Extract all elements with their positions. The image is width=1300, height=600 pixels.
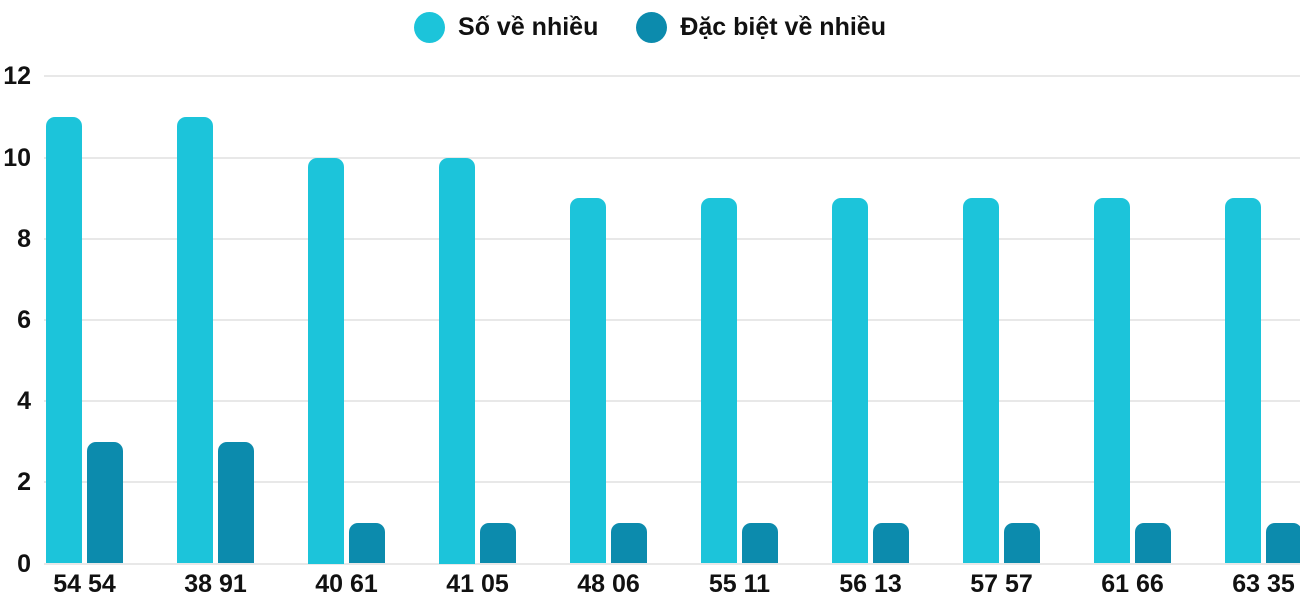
- y-axis-tick-label: 0: [17, 549, 31, 578]
- legend-label: Số về nhiều: [458, 12, 599, 41]
- x-axis-tick-label: 56 13: [839, 570, 902, 598]
- gridline: [44, 156, 1300, 159]
- bar-series1-group7[interactable]: [831, 198, 868, 564]
- bar-series2-group9[interactable]: [1134, 522, 1171, 564]
- bar-series1-group9[interactable]: [1093, 198, 1130, 564]
- gridline: [44, 318, 1300, 321]
- bar-series2-group7[interactable]: [872, 522, 909, 564]
- bar-series1-group2[interactable]: [176, 116, 213, 564]
- bar-series1-group1[interactable]: [45, 116, 82, 564]
- x-axis-tick-label: 61 66: [1101, 570, 1164, 598]
- bar-series2-group6[interactable]: [741, 522, 778, 564]
- y-axis-tick-label: 2: [17, 468, 31, 497]
- bar-series1-group6[interactable]: [700, 198, 737, 564]
- legend-dot-icon: [414, 11, 446, 43]
- x-axis-tick-label: 41 05: [446, 570, 509, 598]
- bar-series2-group2[interactable]: [217, 441, 254, 564]
- x-axis-tick-label: 40 61: [315, 570, 378, 598]
- bar-series2-group8[interactable]: [1003, 522, 1040, 564]
- bar-series2-group10[interactable]: [1265, 522, 1300, 564]
- x-axis-tick-label: 48 06: [577, 570, 640, 598]
- x-axis-tick-label: 57 57: [970, 570, 1033, 598]
- gridline: [44, 562, 1300, 565]
- gridline: [44, 237, 1300, 240]
- legend: Số về nhiều Đặc biệt về nhiều: [0, 9, 1300, 45]
- bar-series2-group3[interactable]: [348, 522, 385, 564]
- y-axis-tick-label: 12: [3, 62, 31, 91]
- bar-series1-group5[interactable]: [569, 198, 606, 564]
- y-axis-tick-label: 6: [17, 305, 31, 334]
- x-axis-tick-label: 54 54: [53, 570, 116, 598]
- bar-series2-group4[interactable]: [479, 522, 516, 564]
- gridline: [44, 481, 1300, 484]
- legend-item-so-ve-nhieu[interactable]: Số về nhiều: [414, 11, 599, 43]
- gridline: [44, 400, 1300, 403]
- x-axis-tick-label: 63 35: [1232, 570, 1295, 598]
- bar-series2-group5[interactable]: [610, 522, 647, 564]
- x-axis-tick-label: 55 11: [708, 570, 771, 598]
- bar-series1-group8[interactable]: [962, 198, 999, 564]
- gridline: [44, 75, 1300, 78]
- bar-series1-group3[interactable]: [307, 157, 344, 564]
- bar-series1-group10[interactable]: [1224, 198, 1261, 564]
- bar-series1-group4[interactable]: [438, 157, 475, 564]
- legend-dot-icon: [636, 11, 668, 43]
- x-axis-tick-label: 38 91: [184, 570, 247, 598]
- bar-series2-group1[interactable]: [86, 441, 123, 564]
- y-axis-tick-label: 4: [17, 387, 31, 416]
- legend-item-dac-biet-ve-nhieu[interactable]: Đặc biệt về nhiều: [636, 11, 886, 43]
- y-axis-tick-label: 10: [3, 143, 31, 172]
- y-axis-tick-label: 8: [17, 224, 31, 253]
- legend-label: Đặc biệt về nhiều: [680, 12, 886, 41]
